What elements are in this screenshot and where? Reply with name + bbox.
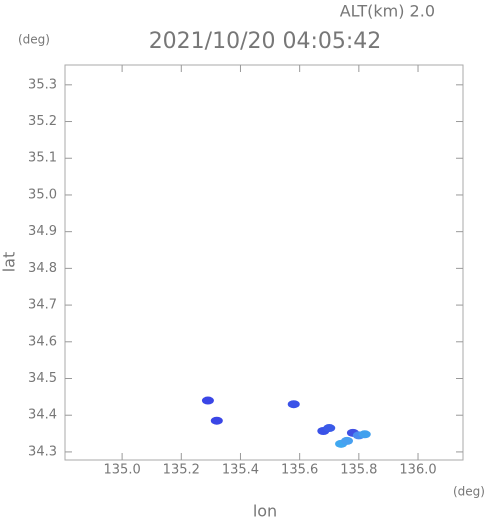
x-tick-label: 135.6 bbox=[281, 463, 318, 478]
x-tick-label: 135.8 bbox=[340, 463, 377, 478]
y-tick-label: 34.9 bbox=[28, 224, 57, 239]
chart-title: 2021/10/20 04:05:42 bbox=[149, 29, 382, 54]
x-tick-label: 135.4 bbox=[222, 463, 259, 478]
echo-cell bbox=[358, 430, 371, 439]
y-tick-label: 35.3 bbox=[28, 77, 57, 92]
x-tick-label: 135.0 bbox=[104, 463, 141, 478]
echo-cell bbox=[323, 424, 336, 433]
x-tick-label: 136.0 bbox=[399, 463, 436, 478]
y-tick-label: 34.3 bbox=[28, 444, 57, 459]
echo-cell bbox=[341, 436, 354, 445]
y-tick-label: 34.6 bbox=[28, 334, 57, 349]
y-tick-label: 35.0 bbox=[28, 187, 57, 202]
plot-frame bbox=[64, 64, 464, 461]
x-axis-label: lon bbox=[253, 502, 277, 521]
echo-cell bbox=[287, 400, 300, 409]
echo-cell bbox=[201, 396, 214, 405]
x-tick-label: 135.2 bbox=[163, 463, 200, 478]
y-tick-label: 34.8 bbox=[28, 261, 57, 276]
y-tick-label: 34.5 bbox=[28, 371, 57, 386]
x-unit: (deg) bbox=[453, 485, 485, 499]
altitude-label: ALT(km) 2.0 bbox=[340, 2, 435, 21]
y-axis-label: lat bbox=[0, 252, 19, 273]
echo-cell bbox=[210, 416, 223, 425]
y-tick-label: 34.7 bbox=[28, 298, 57, 313]
y-tick-label: 35.1 bbox=[28, 151, 57, 166]
y-tick-label: 34.4 bbox=[28, 408, 57, 423]
y-unit: (deg) bbox=[18, 33, 50, 47]
y-tick-label: 35.2 bbox=[28, 114, 57, 129]
